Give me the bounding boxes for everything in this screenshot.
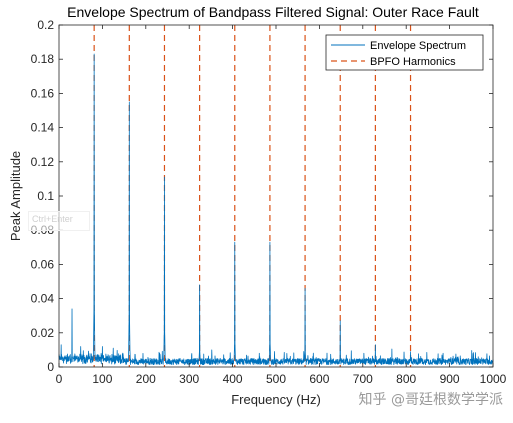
x-tick-label-0: 0 bbox=[56, 372, 63, 386]
legend-label-bpfo-harmonics: BPFO Harmonics bbox=[370, 56, 456, 68]
y-tick-label-0: 0 bbox=[47, 360, 54, 374]
y-tick-label-8: 0.16 bbox=[31, 86, 55, 100]
x-tick-label-10: 1000 bbox=[480, 372, 507, 386]
y-axis-label: Peak Amplitude bbox=[8, 151, 23, 241]
x-tick-label-2: 200 bbox=[136, 372, 156, 386]
envelope-spectrum-line bbox=[58, 53, 494, 366]
x-tick-label-3: 300 bbox=[179, 372, 199, 386]
x-tick-label-5: 500 bbox=[266, 372, 286, 386]
x-tick-label-6: 600 bbox=[309, 372, 329, 386]
x-tick-label-9: 900 bbox=[440, 372, 460, 386]
y-tick-label-1: 0.02 bbox=[31, 326, 55, 340]
x-axis-label: Frequency (Hz) bbox=[231, 392, 321, 407]
y-tick-label-2: 0.04 bbox=[31, 292, 55, 306]
x-tick-label-4: 400 bbox=[223, 372, 243, 386]
legend-label-envelope-spectrum: Envelope Spectrum bbox=[370, 40, 466, 52]
legend: Envelope Spectrum BPFO Harmonics bbox=[325, 34, 484, 71]
legend-box bbox=[325, 34, 484, 71]
y-tick-labels: 00.020.040.060.080.10.120.140.160.180.2 bbox=[31, 18, 55, 374]
x-tick-label-7: 700 bbox=[353, 372, 373, 386]
watermark: 知乎 @哥廷根数学学派 bbox=[358, 392, 503, 408]
y-tick-label-7: 0.14 bbox=[31, 121, 55, 135]
x-tick-label-8: 800 bbox=[396, 372, 416, 386]
y-tick-label-9: 0.18 bbox=[31, 52, 55, 66]
chart-title: Envelope Spectrum of Bandpass Filtered S… bbox=[67, 4, 479, 20]
x-tick-label-1: 100 bbox=[92, 372, 112, 386]
y-tick-label-5: 0.1 bbox=[37, 189, 54, 203]
y-tick-label-3: 0.06 bbox=[31, 257, 55, 271]
x-tick-labels: 0 100 200 300 400 500 600 700 800 900 1000 bbox=[56, 372, 507, 386]
ghost-shortcut-hint: Ctrl+Enter bbox=[28, 211, 90, 231]
y-tick-label-10: 0.2 bbox=[37, 18, 54, 32]
y-tick-label-6: 0.12 bbox=[31, 155, 55, 169]
plot-area bbox=[59, 25, 493, 367]
envelope-spectrum-series bbox=[58, 53, 494, 366]
axis-ticks bbox=[58, 24, 494, 368]
